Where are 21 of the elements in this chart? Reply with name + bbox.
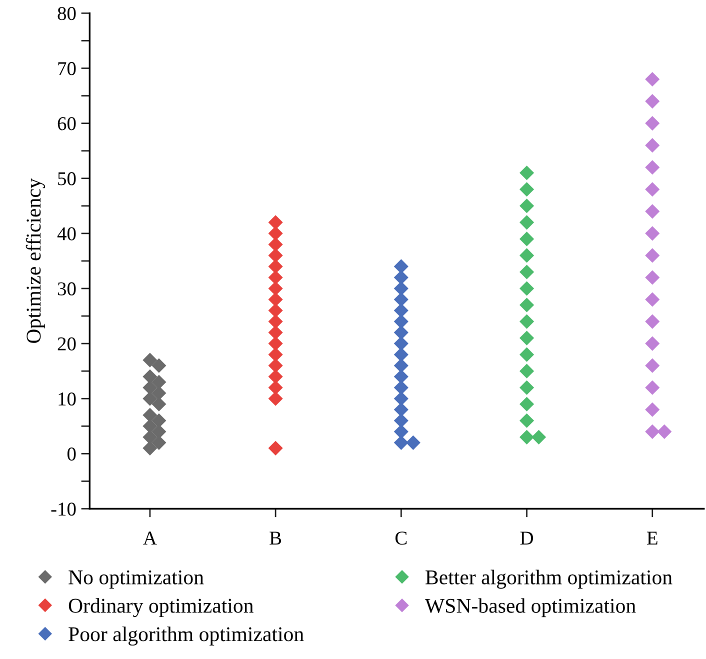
y-tick-label: 10 [58,392,76,406]
legend-label: Ordinary optimization [68,598,254,618]
x-tick-label: A [143,532,157,544]
x-tick-label: E [647,532,658,544]
x-tick-label: D [520,532,534,544]
y-tick-label: 60 [58,117,76,130]
y-tick-label: 70 [58,62,76,76]
legend-label: No optimization [68,570,204,589]
y-tick-label: 80 [58,6,76,20]
x-tick-label: B [270,532,282,545]
y-tick-label: 20 [58,337,76,350]
y-tick-label: 50 [58,172,76,186]
y-tick-label: 40 [57,227,76,240]
legend-label: Better algorithm optimization [426,570,672,589]
y-tick-label: 30 [58,282,76,296]
x-tick-label: C [395,532,407,545]
y-tick-label: -10 [51,502,76,516]
y-tick-label: 0 [67,448,76,461]
y-axis-title: Optimize efficiency [26,178,45,343]
legend-label: Poor algorithm optimization [68,626,304,646]
legend-label: WSN-based optimization [424,598,636,618]
